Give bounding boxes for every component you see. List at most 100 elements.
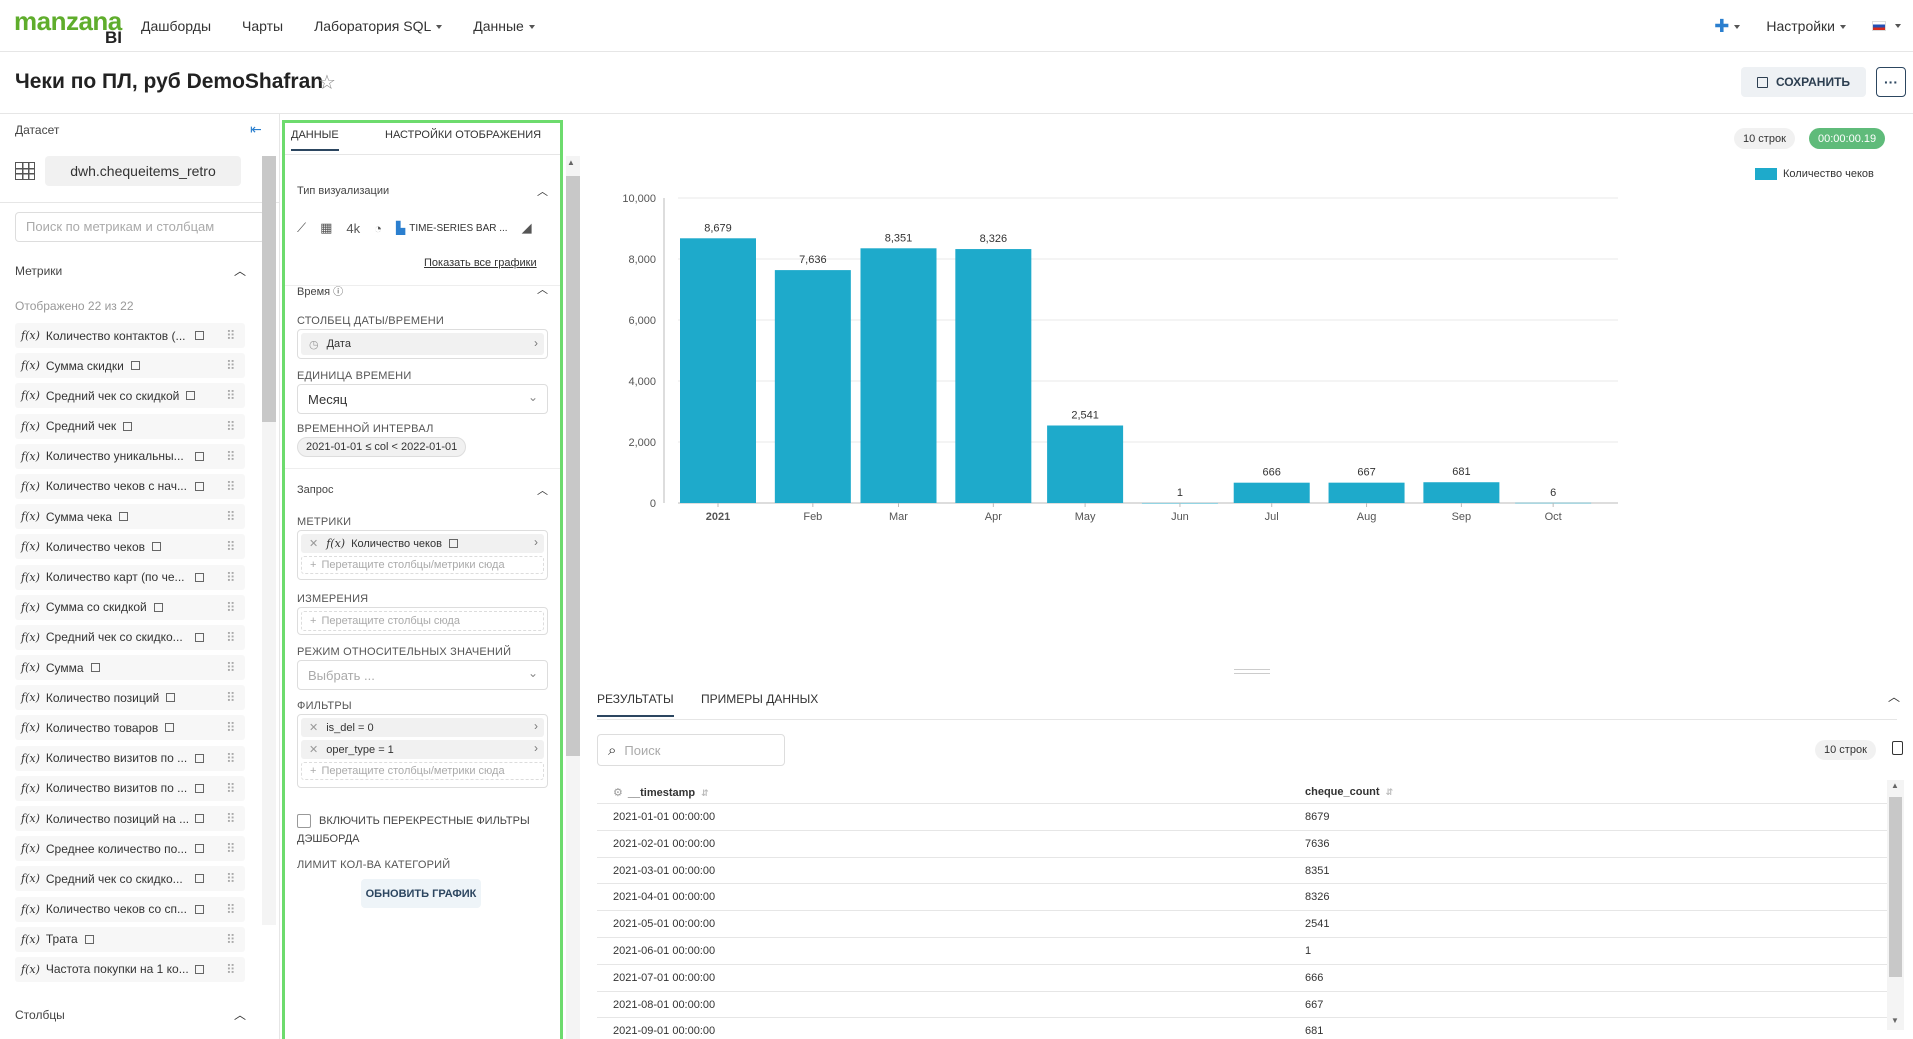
tab-display-settings[interactable]: НАСТРОЙКИ ОТОБРАЖЕНИЯ [385,129,542,141]
table-chart-icon[interactable]: ▦ [320,220,333,235]
metric-item[interactable]: f(x) Количество контактов (... ⠿ [15,323,245,348]
metric-item[interactable]: f(x) Количество чеков со сп... ⠿ [15,896,245,922]
drag-handle-icon[interactable]: ⠿ [226,871,235,887]
metric-item[interactable]: f(x) Средний чек со скидкой ⠿ [15,383,245,409]
copy-icon[interactable] [1892,741,1903,755]
metric-item[interactable]: f(x) Количество товаров ⠿ [15,715,245,741]
metric-chip[interactable]: ✕ f(x) Количество чеков › [301,534,544,553]
metric-item[interactable]: f(x) Сумма со скидкой ⠿ [15,594,245,620]
results-search-input[interactable]: ⌕ Поиск [597,734,785,766]
chevron-up-icon[interactable]: ︿ [234,264,247,278]
collapse-panel-icon[interactable]: ⇤ [250,121,262,137]
metric-item[interactable]: f(x) Средний чек ⠿ [15,413,245,439]
nav-item[interactable]: Чарты [242,18,283,34]
metric-item[interactable]: f(x) Сумма скидки ⠿ [15,353,245,379]
drag-handle-icon[interactable]: ⠿ [226,569,235,585]
filter-chip[interactable]: ✕ is_del = 0 › [301,718,544,737]
drag-handle-icon[interactable]: ⠿ [226,358,235,374]
drag-handle-icon[interactable]: ⠿ [226,961,235,977]
chart-legend[interactable]: Количество чеков [1755,168,1874,180]
scroll-down-icon[interactable]: ▼ [1891,1016,1899,1025]
metric-item[interactable]: f(x) Частота покупки на 1 ко... ⠿ [15,956,245,982]
dimensions-field[interactable]: + Перетащите столбцы сюда [297,607,548,635]
drag-handle-icon[interactable]: ⠿ [226,448,235,464]
datetime-column-chip[interactable]: ◷ Дата › [301,333,544,355]
remove-icon[interactable]: ✕ [309,538,319,550]
metric-item[interactable]: f(x) Количество позиций на ... ⠿ [15,806,245,831]
metric-item[interactable]: f(x) Трата ⠿ [15,926,245,952]
table-row[interactable]: 2021-03-01 00:00:00 8351 [597,858,1887,885]
drag-handle-icon[interactable]: ⠿ [226,418,235,434]
drag-handle-icon[interactable]: ⠿ [226,901,235,917]
tab-results[interactable]: РЕЗУЛЬТАТЫ [597,692,674,717]
dimensions-dropzone[interactable]: + Перетащите столбцы сюда [301,611,544,631]
pie-chart-icon[interactable]: ◔ [374,220,382,236]
filter-chip[interactable]: ✕ oper_type = 1 › [301,740,544,759]
datetime-column-field[interactable]: ◷ Дата › [297,329,548,359]
metric-item[interactable]: f(x) Сумма чека ⠿ [15,504,245,530]
drag-handle-icon[interactable]: ⠿ [226,780,235,796]
app-logo[interactable]: manzana BI [14,6,122,48]
nav-item[interactable]: Дашборды [141,18,211,34]
scroll-up-icon[interactable]: ▲ [567,158,575,167]
star-icon[interactable]: ☆ [318,72,336,94]
table-row[interactable]: 2021-05-01 00:00:00 2541 [597,911,1887,938]
config-scroll-thumb[interactable] [566,176,580,756]
bar-chart[interactable]: 0 2,000 4,000 6,000 8,000 10,000 8,679 2021 7,63… [583,180,1913,650]
relative-mode-select[interactable]: Выбрать ... ⌄ [297,660,548,690]
dataset-selector[interactable]: dwh.chequeitems_retro [45,156,241,186]
nav-item[interactable]: Лаборатория SQL [314,18,443,34]
table-row[interactable]: 2021-01-01 00:00:00 8679 [597,804,1887,831]
metric-item[interactable]: f(x) Сумма ⠿ [15,655,245,681]
drag-handle-icon[interactable]: ⠿ [226,629,235,645]
table-row[interactable]: 2021-08-01 00:00:00 667 [597,992,1887,1019]
filters-field[interactable]: ✕ is_del = 0 › ✕ oper_type = 1 › + Перетащите с… [297,714,548,788]
column-header-timestamp[interactable]: ⚙ __timestamp ⇵ [613,786,709,799]
resize-handle[interactable] [1234,669,1270,670]
cross-filters-checkbox[interactable] [297,814,311,828]
big-number-icon[interactable]: 4k [346,220,361,236]
drag-handle-icon[interactable]: ⠿ [226,599,235,615]
area-chart-icon[interactable]: ◢ [521,220,532,235]
metric-item[interactable]: f(x) Количество визитов по ... ⠿ [15,775,245,801]
drag-handle-icon[interactable]: ⠿ [226,690,235,706]
metric-item[interactable]: f(x) Количество визитов по ... ⠿ [15,745,245,771]
drag-handle-icon[interactable]: ⠿ [226,328,235,343]
remove-icon[interactable]: ✕ [309,722,319,734]
drag-handle-icon[interactable]: ⠿ [226,841,235,857]
drag-handle-icon[interactable]: ⠿ [226,388,235,404]
tab-data[interactable]: ДАННЫЕ [291,129,339,151]
metric-item[interactable]: f(x) Среднее количество по... ⠿ [15,836,245,862]
tab-data-samples[interactable]: ПРИМЕРЫ ДАННЫХ [701,692,819,706]
resize-handle[interactable] [1234,673,1270,674]
drag-handle-icon[interactable]: ⠿ [226,478,235,494]
table-scroll-thumb[interactable] [1889,797,1902,977]
dataset-scroll-thumb[interactable] [262,156,276,422]
chevron-up-icon[interactable]: ︿ [537,186,548,198]
table-row[interactable]: 2021-09-01 00:00:00 681 [597,1018,1887,1039]
metric-item[interactable]: f(x) Количество уникальны... ⠿ [15,443,245,469]
selected-viz-type[interactable]: ▙ TIME-SERIES BAR ... [396,221,508,235]
line-chart-icon[interactable]: ⟋ [297,220,307,235]
metrics-field[interactable]: ✕ f(x) Количество чеков › + Перетащите ст… [297,530,548,580]
more-button[interactable]: ··· [1876,67,1906,97]
time-range-pill[interactable]: 2021-01-01 ≤ col < 2022-01-01 [297,437,467,457]
update-chart-button[interactable]: ОБНОВИТЬ ГРАФИК [361,879,481,908]
chevron-up-icon[interactable]: ︿ [234,1008,247,1022]
metric-item[interactable]: f(x) Количество позиций ⠿ [15,685,245,711]
metrics-dropzone[interactable]: + Перетащите столбцы/метрики сюда [301,556,544,574]
plus-icon[interactable]: ✚ [1714,16,1741,37]
metric-item[interactable]: f(x) Средний чек со скидко... ⠿ [15,866,245,892]
chevron-up-icon[interactable]: ︿ [537,485,548,497]
metric-item[interactable]: f(x) Средний чек со скидко... ⠿ [15,624,245,650]
drag-handle-icon[interactable]: ⠿ [226,931,235,947]
page-title[interactable]: Чеки по ПЛ, руб DemoShafran [15,70,324,93]
show-all-charts-link[interactable]: Показать все графики [424,257,537,269]
table-row[interactable]: 2021-04-01 00:00:00 8326 [597,884,1887,912]
table-row[interactable]: 2021-02-01 00:00:00 7636 [597,831,1887,858]
metrics-search-input[interactable]: Поиск по метрикам и столбцам [15,212,265,242]
drag-handle-icon[interactable]: ⠿ [226,811,235,826]
metric-item[interactable]: f(x) Количество чеков с нач... ⠿ [15,473,245,499]
drag-handle-icon[interactable]: ⠿ [226,539,235,555]
metric-item[interactable]: f(x) Количество чеков ⠿ [15,534,245,560]
